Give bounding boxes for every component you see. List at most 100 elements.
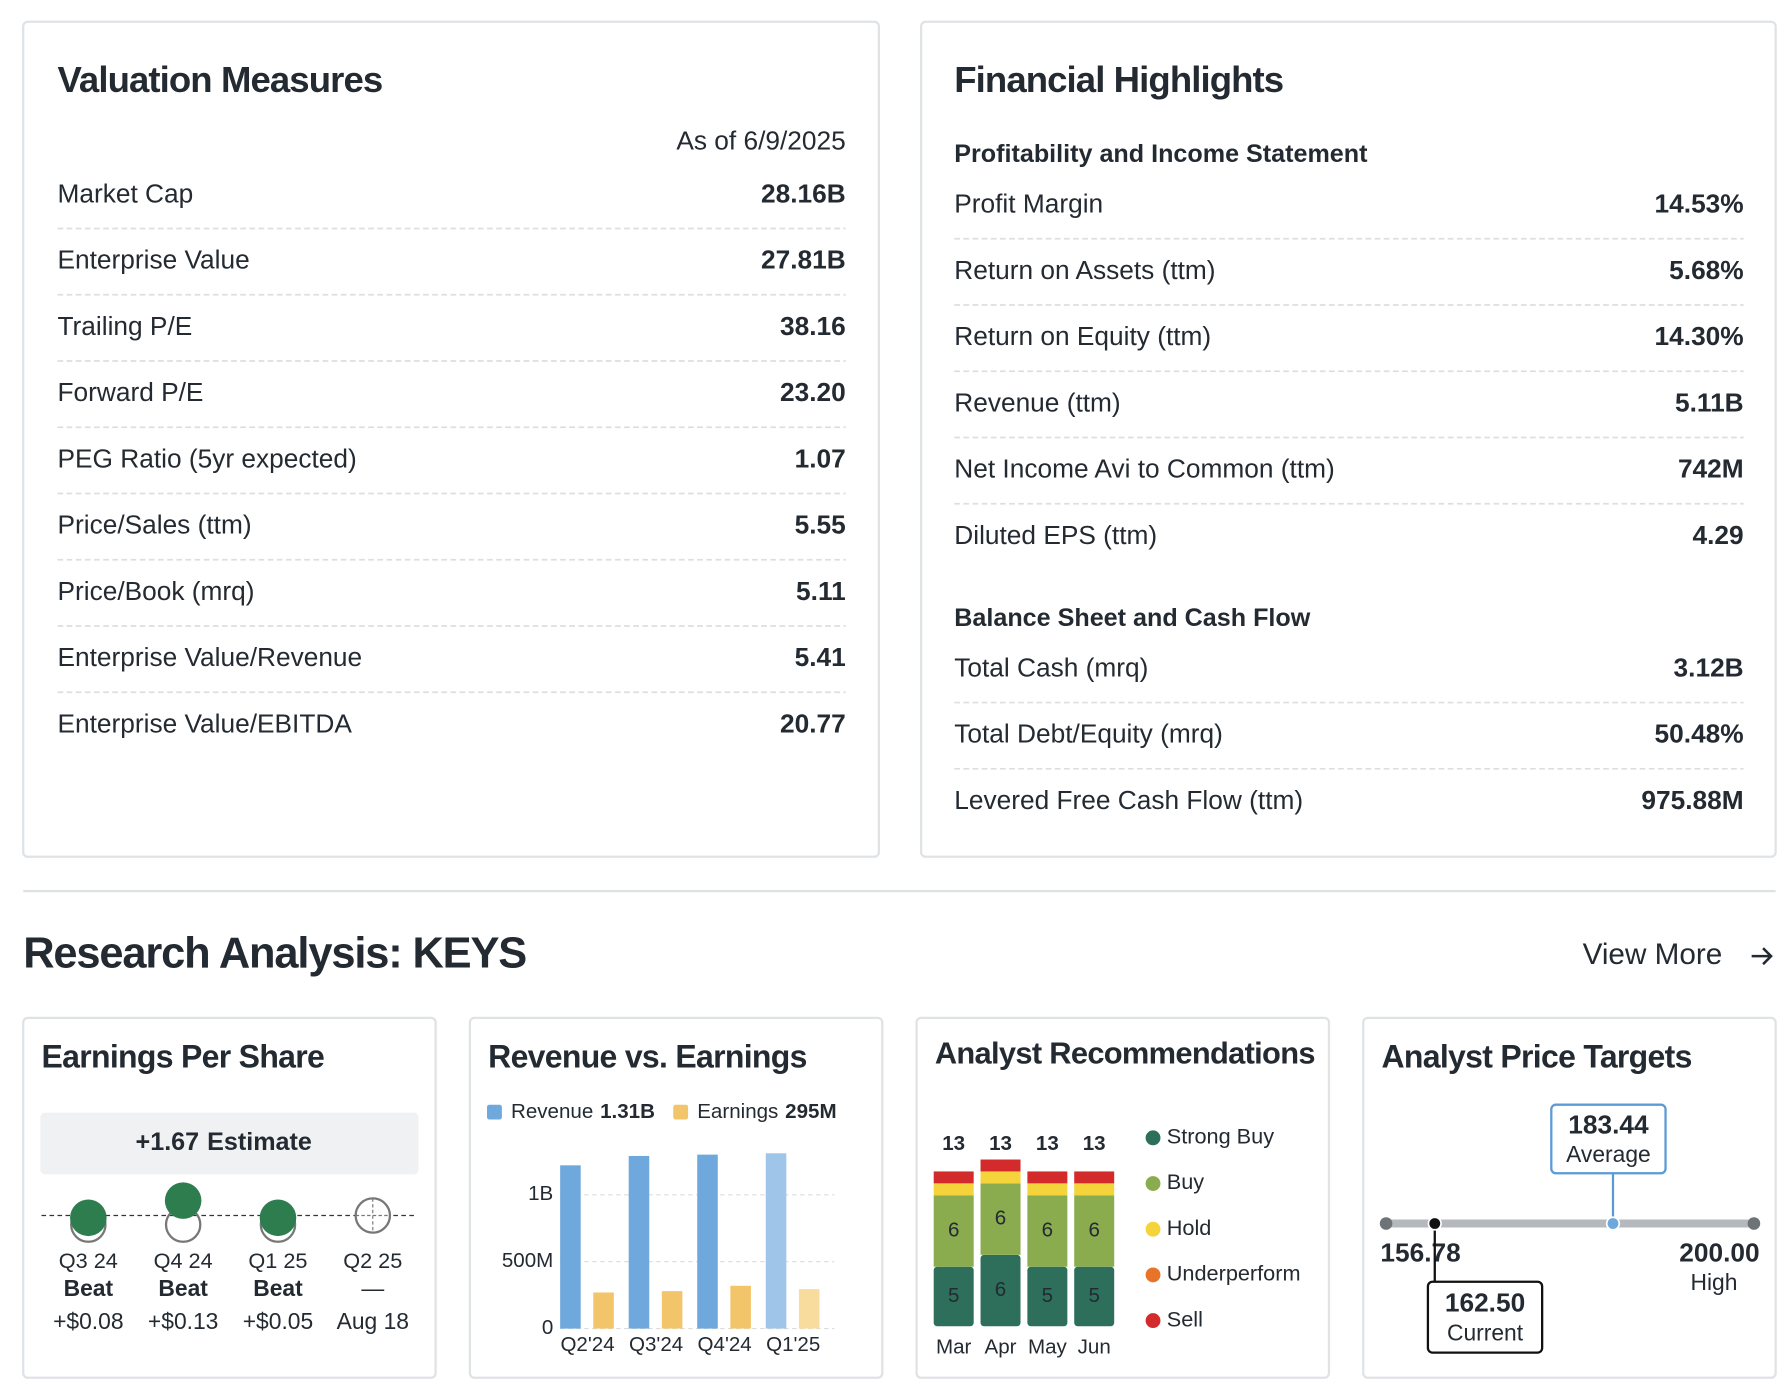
stacked-segment (1074, 1171, 1115, 1184)
row-value: 975.88M (1641, 785, 1743, 815)
segment-label: 6 (948, 1218, 959, 1241)
legend-name: Revenue (511, 1100, 593, 1123)
bar (560, 1165, 581, 1329)
quarter-surprise: +$0.13 (148, 1308, 218, 1334)
high-label: High (1690, 1269, 1737, 1295)
stacked-segment (933, 1266, 974, 1327)
estimate-box (40, 1112, 419, 1175)
row-label: Forward P/E (57, 377, 203, 407)
stacked-segment (1027, 1171, 1068, 1184)
total-label: 13 (942, 1132, 965, 1155)
actual-dot (70, 1199, 107, 1237)
quarter-surprise: Aug 18 (337, 1308, 409, 1334)
bar (593, 1292, 614, 1329)
row-value: 38.16 (780, 311, 846, 341)
legend-name: Sell (1167, 1306, 1203, 1331)
legend-name: Underperform (1167, 1261, 1301, 1286)
row-label: Trailing P/E (57, 311, 192, 341)
quarter-status: Beat (253, 1275, 303, 1301)
x-tick-label: May (1028, 1335, 1068, 1358)
row-value: 5.41 (795, 642, 846, 672)
quarter-surprise: +$0.08 (53, 1308, 123, 1334)
card-title: Valuation Measures (57, 59, 382, 100)
current-box (1426, 1280, 1544, 1354)
legend-name: Buy (1167, 1169, 1205, 1194)
actual-dot (259, 1199, 297, 1237)
card-title: Financial Highlights (954, 59, 1283, 100)
row-label: Levered Free Cash Flow (ttm) (954, 785, 1303, 815)
stacked-segment (1074, 1266, 1115, 1327)
row-label: Net Income Avi to Common (ttm) (954, 454, 1334, 484)
current-value: 162.50 (1445, 1288, 1525, 1318)
row-label: Total Debt/Equity (mrq) (954, 719, 1223, 749)
actual-dot (164, 1182, 202, 1219)
legend-dot (1145, 1176, 1161, 1191)
row-label: Enterprise Value (57, 245, 249, 275)
legend-swatch (487, 1104, 502, 1120)
financial-card (919, 20, 1777, 858)
quarter-label: Q1 25 (248, 1248, 307, 1273)
row-value: 28.16B (761, 178, 846, 208)
legend-dot (1145, 1313, 1161, 1329)
bar (697, 1154, 718, 1329)
row-label: Market Cap (57, 178, 193, 208)
stacked-segment (933, 1195, 974, 1267)
row-value: 27.81B (761, 245, 846, 275)
row-label: Enterprise Value/EBITDA (57, 708, 352, 738)
estimate-label: Estimate (207, 1128, 312, 1156)
segment-label: 5 (948, 1284, 959, 1307)
average-label: Average (1566, 1141, 1651, 1167)
row-label: Price/Sales (ttm) (57, 510, 251, 540)
low-dot (1379, 1217, 1393, 1230)
card-title: Analyst Recommendations (935, 1036, 1315, 1071)
segment-label: 6 (995, 1278, 1006, 1301)
high-value: 200.00 (1679, 1237, 1759, 1267)
recommendations-card (915, 1016, 1331, 1379)
y-tick-label: 0 (542, 1316, 553, 1339)
quarter-surprise: +$0.05 (243, 1308, 313, 1334)
x-tick-label: Q3'24 (629, 1333, 683, 1356)
arrow-icon[interactable] (1751, 947, 1773, 966)
x-tick-label: Jun (1078, 1335, 1111, 1358)
stacked-segment (933, 1183, 974, 1196)
current-dot (1427, 1216, 1442, 1231)
as-of-date: As of 6/9/2025 (676, 126, 845, 156)
x-tick-label: Q2'24 (560, 1333, 614, 1356)
row-value: 5.55 (795, 510, 846, 540)
view-more-link[interactable]: View More (1583, 938, 1723, 971)
row-label: Total Cash (mrq) (954, 652, 1148, 682)
row-value: 3.12B (1674, 652, 1744, 682)
valuation-card (22, 20, 881, 858)
row-value: 14.53% (1655, 189, 1744, 219)
bar (730, 1285, 751, 1329)
x-tick-label: Apr (985, 1335, 1017, 1358)
row-value: 23.20 (780, 377, 846, 407)
high-dot (1747, 1217, 1761, 1230)
row-value: 1.07 (795, 443, 846, 473)
row-label: Enterprise Value/Revenue (57, 642, 362, 672)
stacked-segment (1027, 1183, 1068, 1196)
segment-label: 6 (1042, 1218, 1053, 1241)
row-value: 14.30% (1655, 321, 1744, 351)
quarter-label: Q2 25 (343, 1248, 402, 1273)
quarter-status: Beat (64, 1275, 114, 1301)
y-tick-label: 1B (528, 1182, 553, 1205)
card-title: Earnings Per Share (41, 1038, 324, 1074)
row-label: Price/Book (mrq) (57, 576, 254, 606)
legend-swatch (673, 1104, 689, 1120)
legend-dot (1145, 1221, 1161, 1237)
row-label: Diluted EPS (ttm) (954, 520, 1157, 550)
row-value: 20.77 (780, 708, 846, 738)
average-value: 183.44 (1568, 1109, 1649, 1139)
segment-label: 6 (1088, 1218, 1099, 1241)
stacked-segment (980, 1183, 1021, 1255)
quarter-label: Q4 24 (154, 1248, 213, 1273)
legend-name: Hold (1167, 1215, 1212, 1240)
quarter-label: Q3 24 (59, 1248, 118, 1273)
legend-dot (1145, 1130, 1161, 1146)
average-box (1550, 1103, 1667, 1175)
section-title: Research Analysis: KEYS (23, 930, 526, 978)
stacked-segment (1074, 1195, 1115, 1267)
legend-value: 1.31B (600, 1100, 655, 1123)
